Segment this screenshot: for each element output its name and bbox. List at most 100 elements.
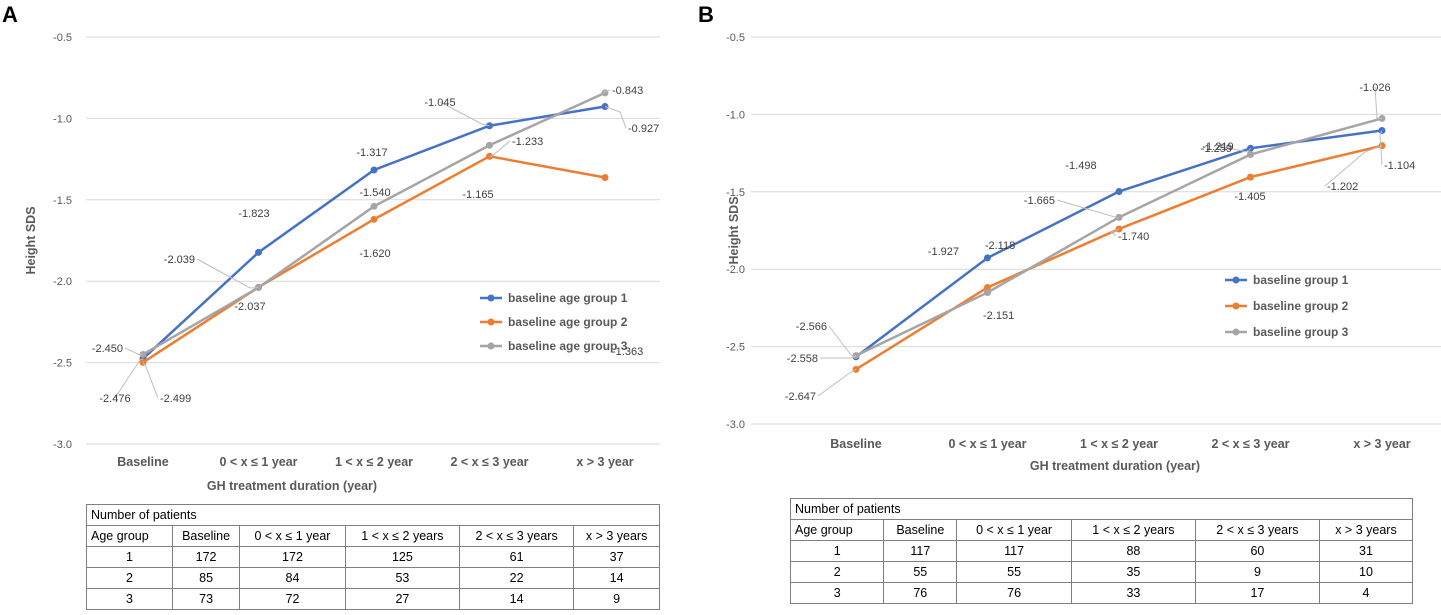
table-cell: 27 [344, 588, 461, 610]
table-cell: 17 [1194, 582, 1320, 604]
patients-table: Number of patients Age group Baseline 0 < x… [789, 498, 1414, 604]
x-tick-label: Baseline [117, 455, 168, 469]
data-point [984, 289, 991, 297]
legend-label: baseline age group 3 [508, 339, 628, 353]
table-cell: 1 [86, 546, 173, 568]
table-cell: 31 [1318, 540, 1414, 562]
label-leader-line [1379, 130, 1383, 166]
table-header-row: Age group Baseline 0 < x ≤ 1 year 1 < x ≤ 2… [789, 519, 1414, 541]
table-header-cell: Age group [86, 525, 173, 547]
x-tick-label: x > 3 year [576, 455, 633, 469]
data-label: -1.026 [1359, 82, 1390, 94]
label-leader-line [1110, 228, 1120, 237]
data-label: -2.566 [796, 321, 827, 333]
table-cell: 1 [789, 540, 885, 562]
table-title-row: Number of patients [790, 498, 1413, 520]
table-row: 1 172 172 125 61 37 [86, 546, 660, 568]
y-axis-title: Height SDS [727, 196, 741, 264]
table-cell: 76 [883, 582, 958, 604]
data-label: -2.558 [787, 353, 818, 365]
panel-letter: A [2, 2, 18, 27]
y-tick-label: -2.5 [53, 358, 72, 370]
legend-label: baseline group 3 [1253, 325, 1349, 339]
label-leader-line [817, 368, 857, 397]
y-tick-label: -2.0 [53, 276, 72, 288]
table-header-cell: 0 < x ≤ 1 year [956, 519, 1072, 541]
table-header-cell: x > 3 years [1318, 519, 1414, 541]
table-header-cell: 1 < x ≤ 2 years [344, 525, 461, 547]
label-leader-line [1324, 145, 1383, 187]
table-cell: 33 [1070, 582, 1196, 604]
table-cell: 172 [171, 546, 241, 568]
table-title: Number of patients [790, 498, 1413, 520]
table-row: 1 117 117 88 60 31 [789, 540, 1414, 562]
x-axis-title: GH treatment duration (year) [1030, 459, 1200, 473]
x-tick-label: 1 < x ≤ 2 year [335, 455, 413, 469]
panel-b: B -0.5 -1.0 -1.5 -2.0 -2.5 -3.0 Baseline 0 < x … [698, 0, 1441, 615]
y-axis-title: Height SDS [24, 206, 38, 274]
x-tick-label: 2 < x ≤ 3 year [450, 455, 528, 469]
table-row: 2 55 55 35 9 10 [789, 561, 1414, 583]
label-leader-line [1056, 199, 1120, 219]
table-header-cell: x > 3 years [573, 525, 660, 547]
y-tick-label: -3.0 [726, 419, 745, 431]
legend-marker [487, 294, 495, 302]
table-header-cell: 1 < x ≤ 2 years [1070, 519, 1196, 541]
y-tick-label: -0.5 [53, 32, 72, 44]
table-cell: 55 [956, 561, 1072, 583]
data-label: -1.823 [238, 208, 269, 220]
y-tick-label: -1.0 [726, 109, 745, 121]
table-cell: 61 [458, 546, 575, 568]
x-tick-label: x > 3 year [1353, 437, 1410, 451]
table-cell: 14 [458, 588, 575, 610]
data-label: -1.259 [1201, 143, 1232, 155]
y-tick-label: -1.5 [726, 187, 745, 199]
panel-letter: B [698, 2, 714, 27]
table-cell: 3 [86, 588, 173, 610]
data-label: -2.647 [785, 391, 816, 403]
table-cell: 9 [1194, 561, 1320, 583]
data-label: -1.620 [359, 248, 390, 260]
table-cell: 3 [789, 582, 885, 604]
table-header-cell: 2 < x ≤ 3 years [458, 525, 575, 547]
data-label: -1.498 [1065, 160, 1096, 172]
data-label: -1.233 [512, 136, 543, 148]
data-point [255, 248, 262, 256]
data-label: -0.843 [612, 85, 643, 97]
table-cell: 35 [1070, 561, 1196, 583]
x-tick-label: Baseline [830, 437, 881, 451]
table-cell: 85 [171, 567, 241, 589]
x-axis-title: GH treatment duration (year) [207, 479, 377, 493]
table-cell: 60 [1194, 540, 1320, 562]
data-label: -1.165 [462, 189, 493, 201]
data-label: -2.118 [985, 240, 1015, 252]
label-leader-line [439, 101, 490, 127]
table-cell: 37 [573, 546, 660, 568]
data-label: -1.104 [1384, 160, 1415, 172]
data-label: -1.219 [1202, 141, 1233, 153]
legend-label: baseline age group 1 [508, 291, 628, 305]
table-cell: 10 [1318, 561, 1414, 583]
data-label: -2.450 [92, 343, 123, 355]
table-row: 3 76 76 33 17 4 [789, 582, 1414, 604]
data-point [370, 215, 378, 223]
legend-marker [487, 318, 495, 326]
label-leader-line [142, 362, 159, 399]
y-tick-label: -1.5 [53, 195, 72, 207]
table-title-row: Number of patients [86, 504, 660, 526]
legend-marker [1232, 328, 1240, 336]
label-leader-line [828, 325, 857, 358]
y-tick-label: -2.5 [726, 342, 745, 354]
line-chart: -0.5 -1.0 -1.5 -2.0 -2.5 -3.0 Baseline 0 < x ≤ … [24, 32, 660, 493]
data-label: -2.476 [99, 393, 130, 405]
legend-label: baseline group 1 [1253, 273, 1349, 287]
data-point [984, 283, 991, 291]
data-point [601, 173, 609, 181]
table-cell: 73 [171, 588, 241, 610]
table-header-cell: Baseline [171, 525, 241, 547]
data-label: -1.740 [1118, 231, 1149, 243]
label-leader-line [604, 106, 627, 129]
legend-marker [487, 342, 495, 350]
table-title: Number of patients [86, 504, 660, 526]
table-header-cell: Age group [789, 519, 885, 541]
